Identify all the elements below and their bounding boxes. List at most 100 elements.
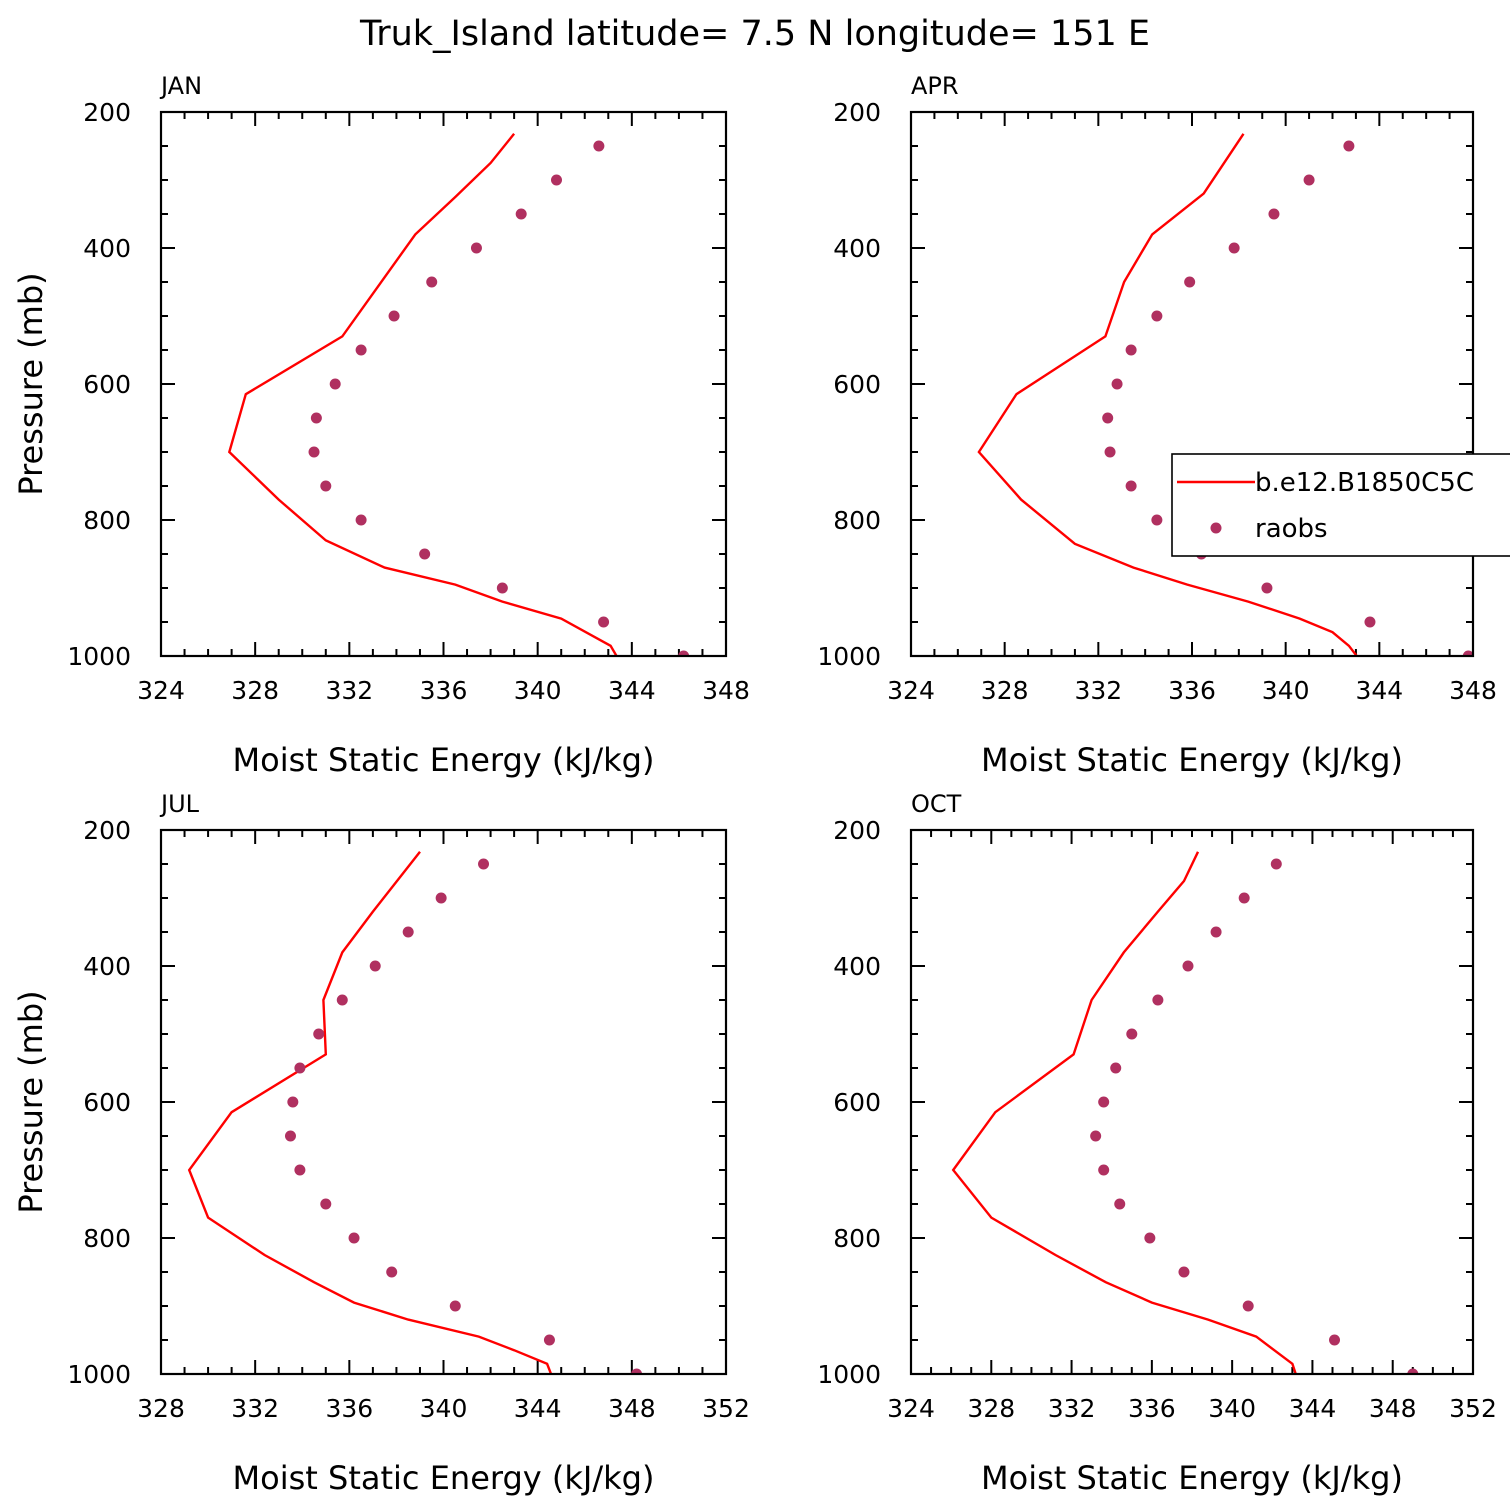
- panel-apr: 324 328 332 336 340 344 348 200 400 600 800 1000 Moi…: [817, 72, 1496, 779]
- y-tick-label: 600: [83, 1088, 131, 1117]
- obs-point: [631, 1368, 643, 1374]
- x-tick-label: 332: [1048, 1394, 1096, 1423]
- obs-point: [478, 858, 490, 870]
- obs-point: [355, 344, 367, 356]
- plot-frame: [909, 110, 1475, 658]
- obs-point: [543, 1334, 555, 1346]
- obs-point: [1178, 1266, 1190, 1278]
- obs-point: [1090, 1130, 1102, 1142]
- obs-point: [329, 378, 341, 390]
- panel-jul: 328 332 336 340 344 348 352 200 400 600 800 1000 Moi…: [12, 790, 750, 1497]
- x-tick-label: 328: [137, 1394, 185, 1423]
- plot-area: [187, 851, 643, 1374]
- series-line-model: [951, 851, 1298, 1374]
- x-axis-label: Moist Static Energy (kJ/kg): [233, 1459, 655, 1497]
- obs-point: [1151, 310, 1163, 322]
- y-tick-label: 1000: [67, 642, 131, 671]
- y-tick-label: 800: [833, 1224, 881, 1253]
- legend-label-model: b.e12.B1850C5C: [1255, 468, 1474, 498]
- obs-point: [1182, 960, 1194, 972]
- obs-point: [598, 616, 610, 628]
- x-axis-label: Moist Static Energy (kJ/kg): [233, 741, 655, 779]
- obs-point: [1329, 1334, 1341, 1346]
- x-tick-label: 340: [420, 1394, 468, 1423]
- obs-point: [310, 412, 322, 424]
- plot-frame: [909, 828, 1475, 1376]
- x-tick-label: 348: [608, 1394, 656, 1423]
- obs-point: [1098, 1096, 1110, 1108]
- x-tick-label: 336: [325, 1394, 373, 1423]
- obs-point: [496, 582, 508, 594]
- y-tick-label: 200: [833, 98, 881, 127]
- obs-point: [336, 994, 348, 1006]
- y-tick-label: 400: [83, 952, 131, 981]
- obs-point: [1098, 1164, 1110, 1176]
- obs-point: [551, 174, 562, 186]
- obs-point: [402, 926, 414, 938]
- ticks: [160, 111, 727, 657]
- series-line-model: [977, 133, 1359, 656]
- obs-point: [369, 960, 381, 972]
- series-line-model: [227, 133, 618, 656]
- x-tick-label: 340: [514, 676, 562, 705]
- legend: b.e12.B1850C5C raobs: [1171, 453, 1510, 557]
- y-tick-label: 1000: [817, 1360, 881, 1389]
- panel-label: APR: [911, 72, 959, 100]
- x-tick-label: 332: [231, 1394, 279, 1423]
- obs-point: [1210, 926, 1222, 938]
- obs-point: [515, 208, 527, 220]
- x-tick-label: 348: [1449, 676, 1497, 705]
- y-tick-label: 800: [83, 1224, 131, 1253]
- obs-point: [1242, 1300, 1254, 1312]
- obs-point: [1343, 140, 1355, 152]
- x-tick-label: 328: [231, 676, 279, 705]
- obs-point: [435, 892, 447, 904]
- plot-area: [227, 133, 690, 656]
- obs-point: [388, 310, 400, 322]
- y-axis-label: Pressure (mb): [12, 990, 50, 1213]
- obs-point: [1110, 1062, 1122, 1074]
- obs-point: [678, 650, 690, 656]
- legend-label-obs: raobs: [1255, 514, 1328, 544]
- x-tick-label: 324: [887, 676, 935, 705]
- obs-point: [1144, 1232, 1156, 1244]
- y-axis-label: Pressure (mb): [12, 272, 50, 495]
- obs-point: [287, 1096, 299, 1108]
- x-tick-label: 336: [1168, 676, 1216, 705]
- obs-point: [449, 1300, 461, 1312]
- panel-jan: 324 328 332 336 340 344 348 200 400 600 800 1000 Moi…: [12, 72, 750, 779]
- obs-point: [1152, 994, 1164, 1006]
- y-tick-label: 1000: [817, 642, 881, 671]
- x-tick-label: 344: [1289, 1394, 1337, 1423]
- obs-point: [1114, 1198, 1126, 1210]
- obs-point: [294, 1164, 306, 1176]
- obs-point: [284, 1130, 296, 1142]
- obs-point: [1184, 276, 1196, 288]
- obs-point: [294, 1062, 306, 1074]
- y-tick-label: 600: [833, 1088, 881, 1117]
- legend-dot-swatch: [1210, 522, 1222, 534]
- obs-point: [1261, 582, 1273, 594]
- obs-point: [320, 1198, 332, 1210]
- panel-label: JAN: [159, 72, 202, 100]
- x-tick-label: 332: [325, 676, 373, 705]
- x-tick-label: 336: [1128, 1394, 1176, 1423]
- y-tick-label: 200: [833, 816, 881, 845]
- obs-point: [1303, 174, 1315, 186]
- obs-point: [320, 480, 332, 492]
- legend-box: [1171, 453, 1510, 557]
- panel-label: OCT: [911, 790, 962, 818]
- ticks: [910, 111, 1474, 657]
- x-axis-label: Moist Static Energy (kJ/kg): [981, 741, 1403, 779]
- y-tick-label: 600: [83, 370, 131, 399]
- obs-point: [1268, 208, 1280, 220]
- obs-point: [419, 548, 431, 560]
- x-tick-label: 352: [702, 1394, 750, 1423]
- panel-oct: 324 328 332 336 340 344 348 352 200 400 600 800 1000…: [817, 790, 1496, 1497]
- x-tick-label: 324: [887, 1394, 935, 1423]
- obs-point: [1364, 616, 1376, 628]
- obs-point: [348, 1232, 360, 1244]
- x-tick-label: 324: [137, 676, 185, 705]
- obs-point: [1462, 650, 1473, 656]
